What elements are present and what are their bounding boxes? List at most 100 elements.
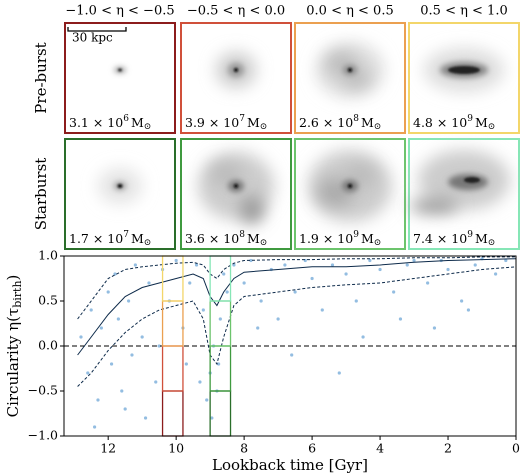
mass-exponent: 7 bbox=[123, 230, 129, 240]
x-tick-label: 10 bbox=[168, 441, 184, 456]
y-tick-label: 0.0 bbox=[38, 338, 58, 353]
stellar-mass: 2.6 × 108 M⊙ bbox=[299, 114, 381, 132]
scatter-point bbox=[218, 317, 222, 321]
percentile-line bbox=[77, 266, 517, 387]
y-tick-label: 0.5 bbox=[38, 293, 58, 308]
stellar-mass: 3.1 × 106 M⊙ bbox=[69, 114, 151, 132]
x-tick-label: 0 bbox=[512, 441, 520, 456]
mass-unit-sub: ⊙ bbox=[260, 238, 268, 248]
scatter-point bbox=[290, 353, 294, 357]
mass-mantissa: 1.9 × 10 bbox=[299, 231, 353, 246]
scatter-point bbox=[133, 263, 137, 267]
scatter-point bbox=[354, 299, 358, 303]
mass-mantissa: 2.6 × 10 bbox=[299, 115, 353, 130]
scatter-point bbox=[320, 308, 324, 312]
scatter-point bbox=[154, 380, 158, 384]
scatter-point bbox=[205, 398, 209, 402]
y-axis-label-end: ) bbox=[4, 275, 22, 281]
scatter-point bbox=[194, 263, 199, 267]
scatter-point bbox=[198, 380, 202, 384]
mass-mantissa: 4.8 × 10 bbox=[413, 115, 467, 130]
scatter-point bbox=[188, 281, 192, 285]
x-tick-label: 8 bbox=[240, 441, 248, 456]
mass-unit-sub: ⊙ bbox=[260, 122, 268, 132]
galaxy-blob bbox=[117, 184, 123, 188]
scatter-point bbox=[217, 362, 221, 366]
column-header: 0.5 < η < 1.0 bbox=[420, 4, 507, 19]
column-header: 0.0 < η < 0.5 bbox=[306, 4, 393, 19]
scatter-point bbox=[147, 281, 151, 285]
scatter-point bbox=[210, 416, 214, 420]
galaxy-blob bbox=[240, 196, 264, 224]
mass-mantissa: 3.6 × 10 bbox=[185, 231, 239, 246]
scatter-point bbox=[256, 326, 260, 330]
scatter-point bbox=[283, 263, 287, 267]
scatter-point bbox=[412, 258, 416, 263]
mass-mantissa: 3.9 × 10 bbox=[185, 115, 239, 130]
scatter-point bbox=[92, 425, 97, 429]
mass-unit: M bbox=[361, 115, 374, 130]
mass-unit-sub: ⊙ bbox=[488, 238, 496, 248]
galaxy-blob bbox=[448, 66, 480, 74]
scatter-point bbox=[126, 299, 131, 303]
scatter-point bbox=[130, 353, 134, 357]
scatter-point bbox=[398, 317, 403, 321]
galaxy-blob bbox=[118, 68, 122, 72]
row-label: Pre-burst bbox=[32, 42, 50, 113]
scatter-point bbox=[89, 308, 93, 312]
x-tick-label: 12 bbox=[100, 441, 116, 456]
scatter-point bbox=[466, 308, 471, 312]
mass-unit: M bbox=[247, 231, 260, 246]
scatter-point bbox=[504, 258, 508, 263]
mass-unit: M bbox=[131, 231, 144, 246]
galaxy-blob bbox=[464, 177, 480, 183]
mass-unit: M bbox=[475, 115, 488, 130]
scatter-point bbox=[378, 267, 382, 272]
scatter-point bbox=[79, 335, 83, 339]
scatter-point bbox=[361, 335, 365, 339]
image-panel bbox=[64, 22, 176, 134]
y-tick-label: −1.0 bbox=[28, 428, 58, 443]
mass-unit-sub: ⊙ bbox=[144, 238, 152, 248]
y-axis-label-main: Circularity η(τ bbox=[4, 308, 22, 418]
mass-exponent: 7 bbox=[239, 114, 245, 124]
y-axis-label-sub: birth bbox=[11, 280, 24, 307]
mass-exponent: 9 bbox=[467, 114, 473, 124]
scatter-point bbox=[368, 258, 372, 263]
mass-unit-sub: ⊙ bbox=[374, 122, 382, 132]
scatter-point bbox=[392, 290, 396, 294]
scatter-point bbox=[116, 317, 120, 321]
scatter-point bbox=[106, 290, 110, 294]
mass-mantissa: 3.1 × 10 bbox=[69, 115, 123, 130]
column-header: −0.5 < η < 0.0 bbox=[187, 4, 285, 19]
mass-exponent: 6 bbox=[123, 114, 129, 124]
stellar-mass: 3.6 × 108 M⊙ bbox=[185, 230, 267, 248]
scatter-point bbox=[222, 272, 226, 276]
scatter-point bbox=[494, 272, 498, 276]
mass-exponent: 9 bbox=[353, 230, 359, 240]
scatter-point bbox=[99, 326, 103, 330]
scatter-point bbox=[344, 272, 348, 276]
scatter-point bbox=[143, 416, 148, 420]
stellar-mass: 4.8 × 109 M⊙ bbox=[413, 114, 495, 132]
x-tick-label: 2 bbox=[444, 441, 452, 456]
scatter-point bbox=[337, 371, 341, 375]
image-panel bbox=[180, 22, 292, 134]
stellar-mass: 7.4 × 109 M⊙ bbox=[413, 230, 495, 248]
scatter-point bbox=[460, 299, 464, 303]
mass-unit: M bbox=[475, 231, 488, 246]
scatter-point bbox=[426, 281, 430, 285]
scatter-point bbox=[473, 263, 477, 267]
mass-mantissa: 7.4 × 10 bbox=[413, 231, 467, 246]
percentile-line bbox=[77, 256, 516, 320]
stellar-mass: 1.7 × 107 M⊙ bbox=[69, 230, 151, 248]
y-tick-label: 1.0 bbox=[38, 248, 58, 263]
scale-bar bbox=[67, 27, 127, 32]
scale-bar-label: 30 kpc bbox=[72, 31, 113, 45]
scatter-point bbox=[86, 371, 90, 375]
galaxy-blob bbox=[348, 68, 352, 72]
x-tick-label: 4 bbox=[376, 441, 384, 456]
scatter-point bbox=[201, 308, 205, 312]
mass-exponent: 8 bbox=[239, 230, 245, 240]
